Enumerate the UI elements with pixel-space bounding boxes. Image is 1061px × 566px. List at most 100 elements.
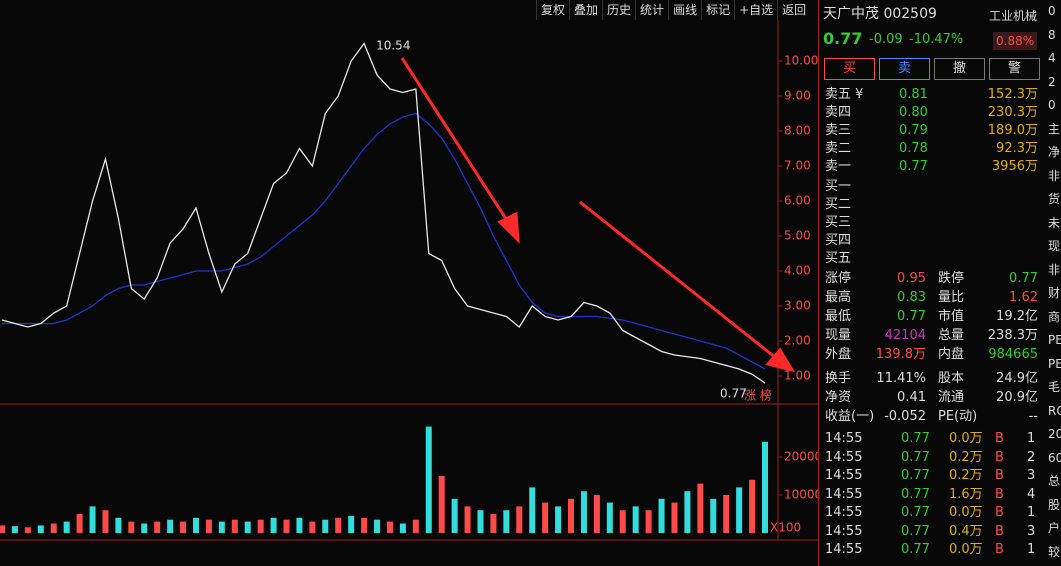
- trade-button[interactable]: 买: [824, 58, 875, 80]
- strip-text: 2: [1048, 74, 1056, 89]
- trade-cell: 0.0万: [949, 505, 983, 520]
- toolbar-button[interactable]: 标记: [701, 0, 734, 20]
- volume-bar: [115, 517, 122, 533]
- trade-cell: B: [995, 542, 1004, 557]
- volume-bar: [516, 506, 523, 533]
- strip-text: 非: [1048, 168, 1061, 183]
- y-tick-label: 3.00: [784, 299, 811, 313]
- book-label: 卖四: [825, 105, 852, 120]
- trade-cell: 0.77: [901, 468, 930, 483]
- volume-bar: [593, 495, 600, 533]
- stat-label: 量比: [938, 290, 965, 305]
- y-tick-label: 6.00: [784, 194, 811, 208]
- trade-cell: 1.6万: [949, 486, 983, 502]
- trade-cell: 0.0万: [949, 542, 983, 557]
- volume-bar: [309, 521, 316, 533]
- volume-bar: [736, 487, 743, 533]
- book-price: 0.77: [899, 159, 928, 174]
- trade-cell: 0.77: [901, 449, 930, 465]
- stat-label: 换手: [825, 371, 852, 386]
- trade-cell: 0.77: [901, 431, 930, 446]
- book-label: 卖一: [825, 159, 852, 174]
- stat-value: 1.62: [1009, 290, 1038, 305]
- volume-bar: [399, 523, 406, 533]
- volume-bar: [361, 517, 368, 533]
- toolbar-button[interactable]: 复权: [536, 0, 569, 20]
- book-volume: 92.3万: [996, 141, 1038, 156]
- book-volume: 152.3万: [987, 87, 1038, 102]
- volume-bar: [257, 519, 264, 533]
- stat-label: 市值: [938, 309, 965, 324]
- volume-bar: [580, 491, 587, 533]
- volume-bar: [231, 519, 238, 533]
- strip-text: 未: [1048, 215, 1061, 230]
- stat-value: 0.77: [897, 309, 926, 324]
- strip-text: PE: [1048, 333, 1061, 347]
- toolbar-button[interactable]: 历史: [602, 0, 635, 20]
- book-label: 卖二: [825, 141, 852, 156]
- volume-bar: [348, 515, 355, 533]
- volume-bar: [529, 487, 536, 533]
- trade-button[interactable]: 警: [989, 58, 1040, 80]
- strip-text: 0: [1048, 98, 1056, 112]
- book-label: 卖三: [825, 123, 852, 138]
- book-volume: 189.0万: [987, 123, 1038, 138]
- volume-bar: [425, 426, 432, 533]
- quote-panel: 天广中茂 002509 工业机械 0.88% 0.77 -0.09 -10.47…: [818, 0, 1046, 566]
- toolbar-button[interactable]: +自选: [734, 0, 777, 20]
- trade-cell: 14:55: [825, 449, 863, 465]
- volume-bar: [244, 521, 251, 533]
- trade-cell: 14:55: [825, 486, 863, 502]
- stat-value: 0.77: [1009, 271, 1038, 286]
- stat-label: 现量: [825, 328, 852, 343]
- volume-bar: [503, 510, 510, 533]
- sector-change: 0.88%: [993, 32, 1038, 50]
- y-tick-label: 5.00: [784, 229, 811, 243]
- volume-bar: [632, 506, 639, 533]
- volume-bar: [167, 519, 174, 533]
- stat-label: 净资: [825, 390, 852, 405]
- volume-bar: [749, 479, 756, 533]
- volume-bar: [697, 483, 704, 533]
- volume-bar: [76, 514, 83, 533]
- trade-cell: B: [995, 449, 1004, 465]
- stat-value: 0.83: [897, 290, 926, 305]
- book-price: 0.81: [899, 87, 928, 102]
- volume-bar: [490, 514, 497, 533]
- strip-text: 8: [1048, 27, 1056, 42]
- book-price: 0.79: [899, 123, 928, 138]
- stat-value: 11.41%: [876, 371, 926, 386]
- toolbar-button[interactable]: 叠加: [569, 0, 602, 20]
- trade-cell: B: [995, 431, 1004, 446]
- stat-label: 内盘: [938, 347, 965, 362]
- strip-text: 20: [1048, 427, 1061, 441]
- stat-value: 984665: [988, 347, 1038, 362]
- trade-cell: 0.77: [901, 523, 930, 539]
- book-label: 买四: [825, 233, 852, 248]
- toolbar-button[interactable]: 返回: [777, 0, 810, 20]
- toolbar-button[interactable]: 统计: [635, 0, 668, 20]
- toolbar: 复权 叠加 历史 统计 画线 标记 +自选 返回: [536, 0, 810, 20]
- volume-bar: [11, 526, 18, 533]
- stat-value: -0.052: [884, 409, 926, 424]
- trade-cell: 2: [1027, 449, 1036, 465]
- volume-bar: [555, 506, 562, 533]
- strip-text: 净: [1048, 145, 1061, 159]
- strip-text: 财: [1048, 286, 1061, 300]
- volume-bar: [477, 510, 484, 533]
- trade-cell: 3: [1027, 523, 1036, 539]
- toolbar-button[interactable]: 画线: [668, 0, 701, 20]
- trade-cell: 4: [1027, 486, 1036, 502]
- stat-value: 19.2亿: [996, 309, 1038, 324]
- volume-bar: [568, 498, 575, 533]
- trade-button[interactable]: 卖: [879, 58, 930, 80]
- y-tick-label: 7.00: [784, 159, 811, 173]
- trade-button[interactable]: 撤: [934, 58, 985, 80]
- trade-cell: 14:55: [825, 468, 863, 483]
- strip-text: 非: [1048, 262, 1061, 277]
- volume-unit: X100: [770, 521, 801, 535]
- strip-text: 0: [1048, 4, 1056, 18]
- y-tick-label: 9.00: [784, 89, 811, 103]
- trade-cell: B: [995, 468, 1004, 483]
